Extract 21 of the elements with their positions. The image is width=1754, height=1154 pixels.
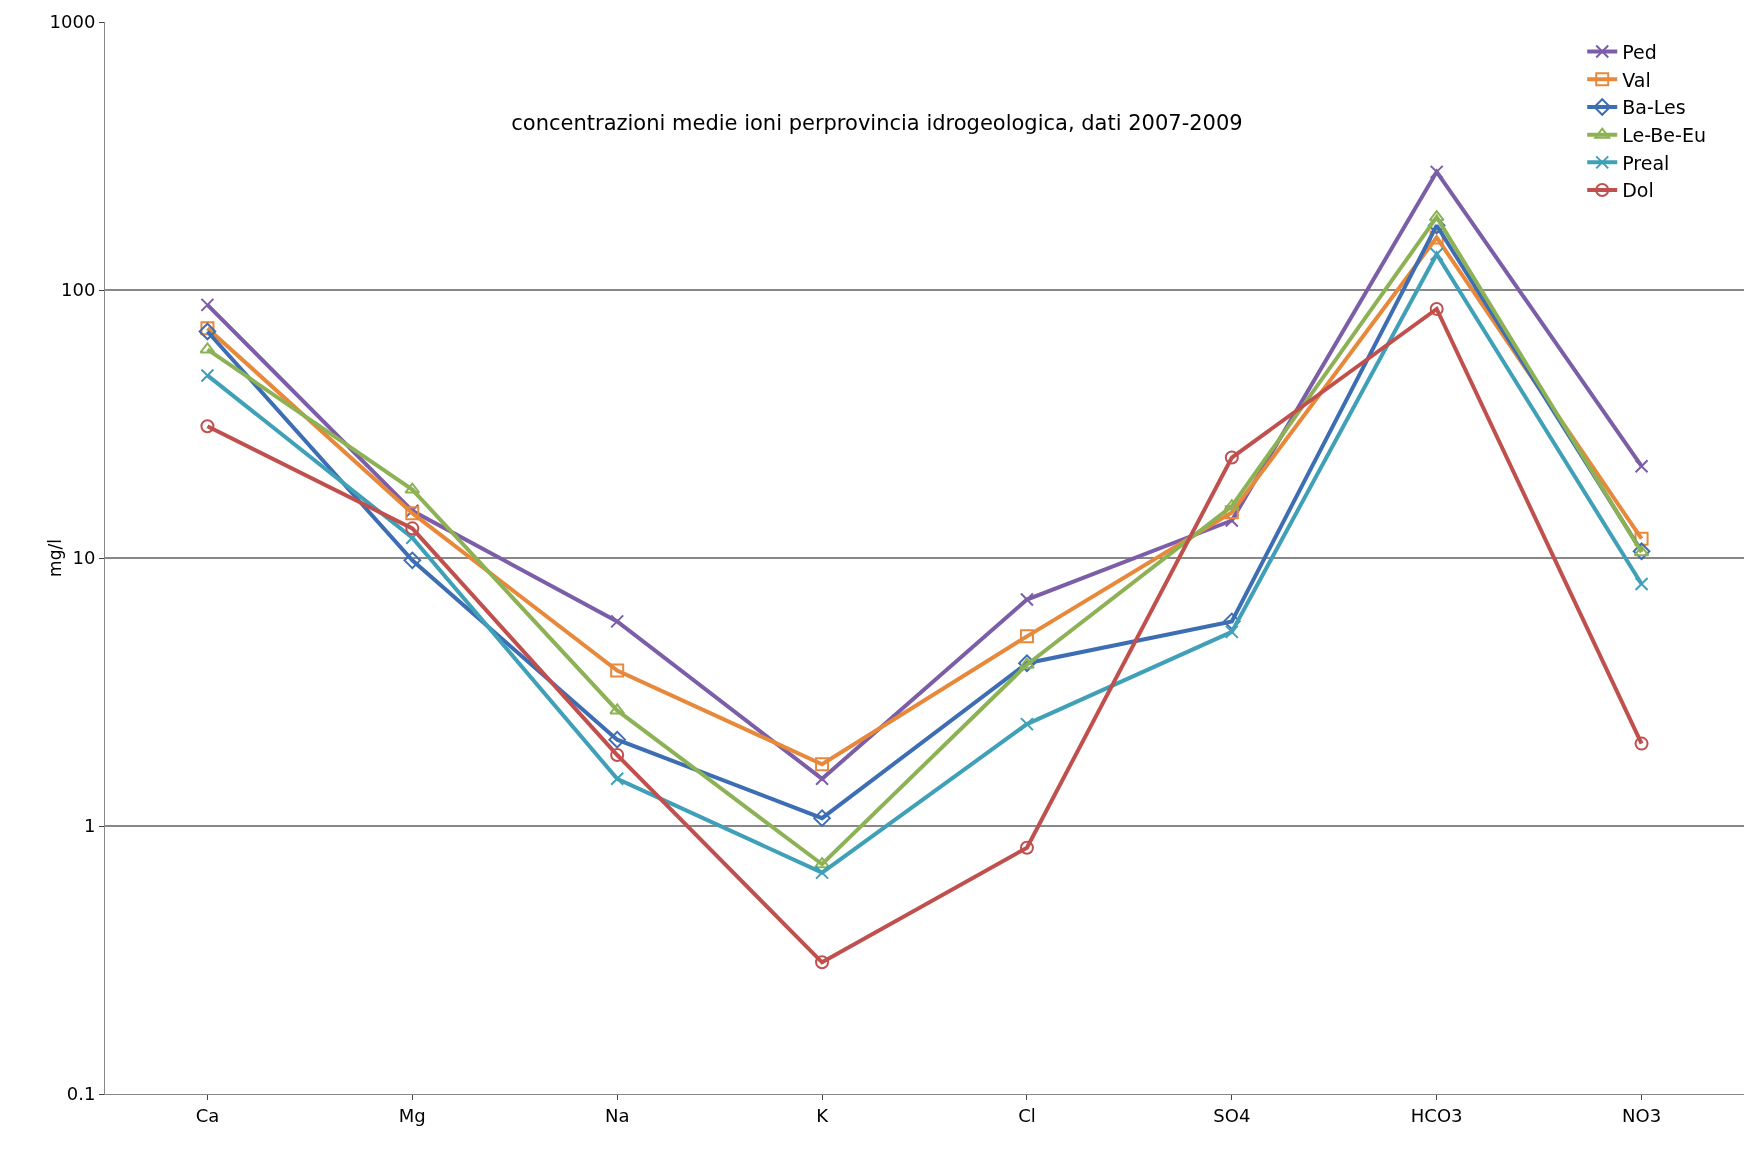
- y-tick-label: 1000: [49, 11, 96, 33]
- x-tick-label: HCO3: [1410, 1104, 1463, 1126]
- x-tick-label: Mg: [398, 1104, 426, 1126]
- y-tick-label: 1: [83, 815, 96, 837]
- x-tick-label: NO3: [1622, 1104, 1662, 1126]
- x-tick-label: Cl: [1018, 1104, 1036, 1126]
- legend-label: Ped: [1622, 40, 1657, 63]
- x-tick-label: Na: [604, 1104, 630, 1126]
- x-tick-label: Ca: [195, 1104, 220, 1126]
- legend-label: Preal: [1622, 151, 1670, 174]
- legend-label: Val: [1622, 68, 1651, 91]
- legend-label: Dol: [1622, 179, 1654, 202]
- y-tick-label: 0.1: [66, 1083, 96, 1105]
- text: concentrazioni medie ioni perprovincia idrogeologica, dati 2007-2009: [511, 111, 1243, 136]
- y-tick-label: 100: [61, 279, 96, 301]
- y-axis-title: mg/l: [45, 539, 65, 577]
- x-tick-label: SO4: [1213, 1104, 1251, 1126]
- legend-label: Le-Be-Eu: [1622, 124, 1706, 147]
- y-tick-label: 10: [72, 547, 96, 569]
- x-tick-label: K: [816, 1104, 830, 1126]
- legend-label: Ba-Les: [1622, 96, 1686, 119]
